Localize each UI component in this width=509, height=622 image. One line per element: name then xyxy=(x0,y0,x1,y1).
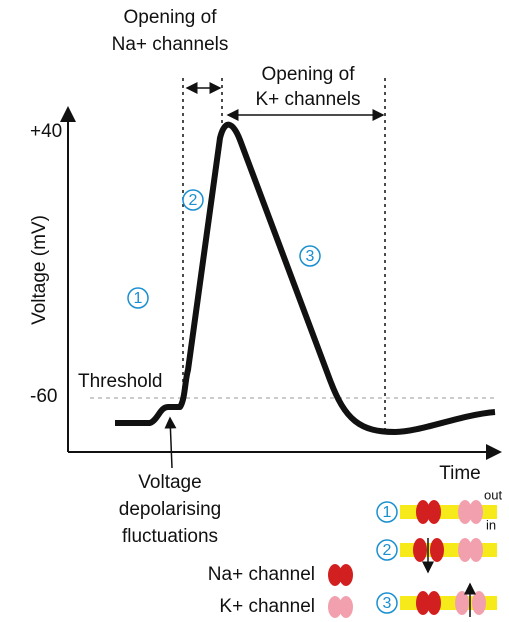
legend-label: K+ channel xyxy=(219,596,315,617)
phase-number: 3 xyxy=(306,248,315,265)
annotation: Na+ channels xyxy=(112,34,229,55)
x-axis-label: Time xyxy=(439,463,481,484)
phase-number: 1 xyxy=(383,504,392,521)
threshold-label: Threshold xyxy=(78,371,163,392)
tick-label: -60 xyxy=(30,386,57,407)
annotation: fluctuations xyxy=(122,526,218,547)
phase-number: 2 xyxy=(383,542,392,559)
tick-label: +40 xyxy=(30,121,62,142)
action-potential xyxy=(115,121,496,435)
phase-number: 3 xyxy=(383,595,392,612)
membranes xyxy=(400,500,497,617)
phase-number: 2 xyxy=(189,192,198,209)
annotation: depolarising xyxy=(119,499,221,520)
membrane-label: in xyxy=(486,517,496,532)
membrane-label: out xyxy=(484,487,502,502)
annotation: Opening of xyxy=(124,7,218,28)
legend-label: Na+ channel xyxy=(208,564,315,585)
phase-number: 1 xyxy=(134,290,143,307)
legend-icons xyxy=(328,564,353,618)
annotation: Opening of xyxy=(262,64,356,85)
y-axis-label: Voltage (mV) xyxy=(29,215,50,325)
annotation: K+ channels xyxy=(255,89,360,110)
guides xyxy=(182,78,386,430)
phase-circles xyxy=(127,189,398,614)
annotation: Voltage xyxy=(138,472,201,493)
pointer xyxy=(164,416,177,469)
